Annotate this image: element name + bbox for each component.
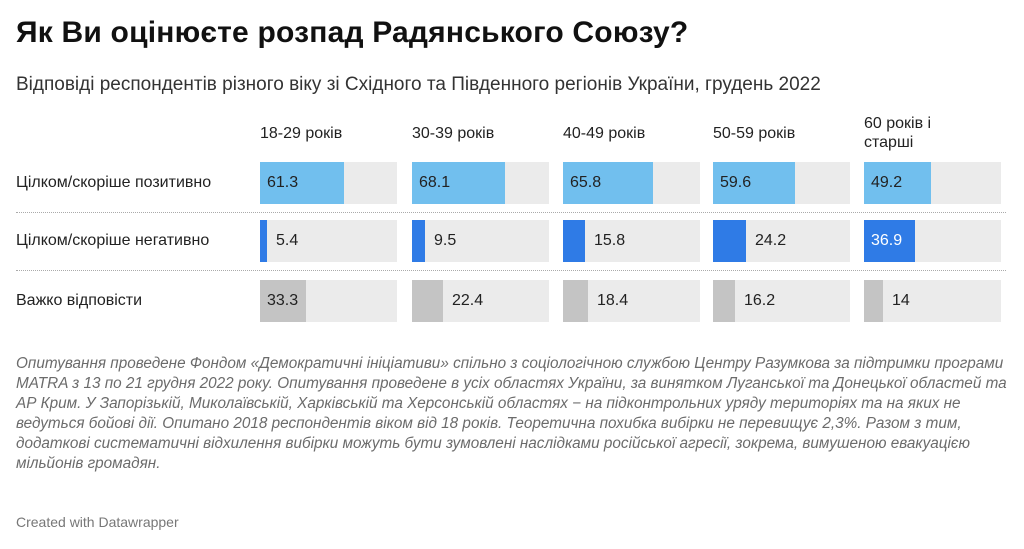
bar-track: 24.2	[713, 220, 850, 262]
bar	[864, 220, 915, 262]
data-label: 24.2	[755, 232, 787, 249]
bar	[713, 280, 735, 322]
chart-title: Як Ви оцінюєте розпад Радянського Союзу?	[16, 16, 689, 49]
bar-track: 9.5	[412, 220, 549, 262]
bar-chart-grid: 18-29 років 30-39 років 40-49 років 50-59 р…	[0, 112, 1024, 342]
bar	[563, 162, 653, 204]
bar	[412, 162, 505, 204]
data-label: 14	[892, 292, 910, 309]
data-label: 65.8	[570, 174, 602, 191]
data-label: 22.4	[452, 292, 484, 309]
bar-track: 15.8	[563, 220, 700, 262]
column-header: 40-49 років	[563, 125, 646, 142]
column-header: 18-29 років	[260, 125, 343, 142]
row-label: Цілком/скоріше позитивно	[16, 174, 212, 191]
bar	[864, 280, 883, 322]
bar	[864, 162, 931, 204]
row-divider	[16, 270, 1006, 271]
bar-track: 5.4	[260, 220, 397, 262]
bar-track: 18.4	[563, 280, 700, 322]
column-header: 60 років і старші	[864, 115, 932, 151]
data-label: 18.4	[597, 292, 629, 309]
bar-track: 49.2	[864, 162, 1001, 204]
data-label: 9.5	[434, 232, 457, 249]
bar-track: 36.9	[864, 220, 1001, 262]
bar	[412, 220, 425, 262]
bar	[260, 220, 267, 262]
row-label: Цілком/скоріше негативно	[16, 232, 210, 249]
column-header: 50-59 років	[713, 125, 796, 142]
data-label: 61.3	[267, 174, 299, 191]
bar	[713, 220, 746, 262]
data-label: 15.8	[594, 232, 626, 249]
chart-subtitle: Відповіді респондентів різного віку зі С…	[16, 74, 821, 95]
data-label: 59.6	[720, 174, 752, 191]
bar-track: 59.6	[713, 162, 850, 204]
row-divider	[16, 212, 1006, 213]
bar-track: 68.1	[412, 162, 549, 204]
row-label: Важко відповісти	[16, 292, 143, 309]
bar	[412, 280, 443, 322]
bar	[260, 162, 344, 204]
bar-track: 33.3	[260, 280, 397, 322]
data-label: 36.9	[871, 232, 903, 249]
data-label: 5.4	[276, 232, 299, 249]
bar-track: 61.3	[260, 162, 397, 204]
bar	[563, 220, 585, 262]
bar	[563, 280, 588, 322]
bar	[260, 280, 306, 322]
column-header: 30-39 років	[412, 125, 495, 142]
bar-track: 16.2	[713, 280, 850, 322]
bar-track: 22.4	[412, 280, 549, 322]
bar-track: 14	[864, 280, 1001, 322]
bar-track: 65.8	[563, 162, 700, 204]
data-label: 33.3	[267, 292, 299, 309]
data-label: 68.1	[419, 174, 451, 191]
bar	[713, 162, 795, 204]
datawrapper-credit: Created with Datawrapper	[16, 514, 179, 530]
data-label: 16.2	[744, 292, 776, 309]
data-label: 49.2	[871, 174, 903, 191]
chart-notes: Опитування проведене Фондом «Демократичн…	[16, 355, 1007, 472]
